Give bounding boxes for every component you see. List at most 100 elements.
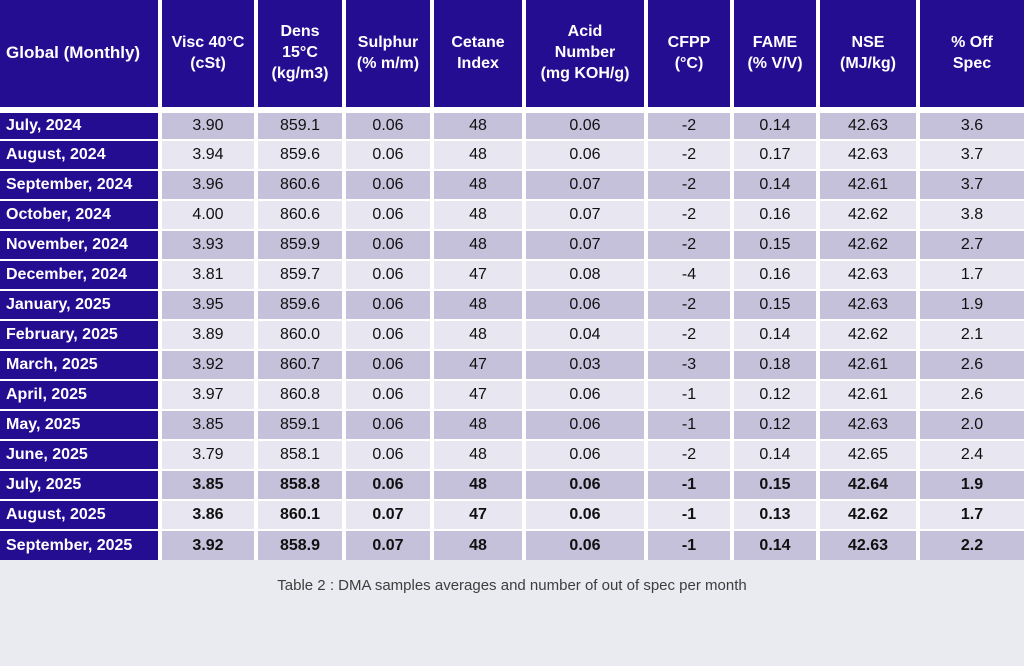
data-cell: -2 <box>644 139 734 171</box>
data-cell: 42.61 <box>816 349 920 381</box>
data-cell: 0.06 <box>522 379 648 411</box>
data-cell: 3.97 <box>158 379 258 411</box>
row-month-label: January, 2025 <box>0 289 162 321</box>
data-cell: 2.0 <box>916 409 1024 441</box>
data-cell: 0.06 <box>342 199 434 231</box>
data-cell: 48 <box>430 409 526 441</box>
data-cell: 0.14 <box>730 109 820 141</box>
data-cell: -1 <box>644 409 734 441</box>
data-cell: 2.4 <box>916 439 1024 471</box>
row-month-label: April, 2025 <box>0 379 162 411</box>
data-cell: 1.7 <box>916 499 1024 531</box>
data-cell: 2.6 <box>916 349 1024 381</box>
data-cell: 0.06 <box>522 139 648 171</box>
data-cell: 3.7 <box>916 139 1024 171</box>
data-cell: 859.1 <box>254 409 346 441</box>
column-header-fame: FAME (% V/V) <box>730 0 820 113</box>
data-cell: 858.8 <box>254 469 346 501</box>
data-cell: 860.7 <box>254 349 346 381</box>
data-cell: 42.63 <box>816 109 920 141</box>
data-cell: -1 <box>644 499 734 531</box>
data-cell: 3.85 <box>158 469 258 501</box>
data-cell: -2 <box>644 109 734 141</box>
data-cell: 0.16 <box>730 259 820 291</box>
table-row: July, 2025 3.85 858.8 0.06 48 0.06 -1 0.15 42.64… <box>0 469 1024 501</box>
table-row: March, 2025 3.92 860.7 0.06 47 0.03 -3 0.18 42.6… <box>0 349 1024 381</box>
data-cell: -2 <box>644 169 734 201</box>
data-cell: 48 <box>430 139 526 171</box>
row-month-label: July, 2024 <box>0 109 162 141</box>
data-cell: 3.96 <box>158 169 258 201</box>
data-cell: 0.14 <box>730 169 820 201</box>
data-cell: -3 <box>644 349 734 381</box>
data-cell: -2 <box>644 319 734 351</box>
data-cell: 0.08 <box>522 259 648 291</box>
column-header-pct-off-spec: % Off Spec <box>916 0 1024 113</box>
data-cell: 2.6 <box>916 379 1024 411</box>
data-cell: 0.15 <box>730 229 820 261</box>
table-row: August, 2025 3.86 860.1 0.07 47 0.06 -1 0.13 42.… <box>0 499 1024 531</box>
row-month-label: February, 2025 <box>0 319 162 351</box>
row-month-label: July, 2025 <box>0 469 162 501</box>
data-cell: -2 <box>644 229 734 261</box>
data-cell: -2 <box>644 289 734 321</box>
data-cell: 0.06 <box>342 439 434 471</box>
data-cell: 0.18 <box>730 349 820 381</box>
data-cell: 3.92 <box>158 529 258 560</box>
table-row: September, 2025 3.92 858.9 0.07 48 0.06 -1 0.14… <box>0 529 1024 560</box>
row-month-label: September, 2024 <box>0 169 162 201</box>
data-cell: 0.06 <box>522 529 648 560</box>
data-cell: 0.17 <box>730 139 820 171</box>
data-cell: -1 <box>644 469 734 501</box>
row-month-label: December, 2024 <box>0 259 162 291</box>
data-cell: 860.6 <box>254 169 346 201</box>
dma-monthly-table: Global (Monthly) Visc 40°C (cSt) Dens 15… <box>0 0 1024 560</box>
data-cell: 3.79 <box>158 439 258 471</box>
data-cell: 3.89 <box>158 319 258 351</box>
data-cell: 42.62 <box>816 499 920 531</box>
data-cell: 42.63 <box>816 529 920 560</box>
data-cell: 47 <box>430 499 526 531</box>
data-cell: 0.06 <box>522 109 648 141</box>
data-cell: 859.6 <box>254 139 346 171</box>
data-cell: 0.07 <box>342 529 434 560</box>
data-cell: 2.1 <box>916 319 1024 351</box>
data-cell: 47 <box>430 349 526 381</box>
data-cell: 0.06 <box>522 439 648 471</box>
data-cell: 859.1 <box>254 109 346 141</box>
data-cell: 0.06 <box>342 169 434 201</box>
data-cell: 0.15 <box>730 289 820 321</box>
data-cell: 48 <box>430 439 526 471</box>
data-cell: 0.07 <box>522 169 648 201</box>
data-cell: 0.03 <box>522 349 648 381</box>
data-cell: 0.06 <box>342 139 434 171</box>
data-cell: 3.85 <box>158 409 258 441</box>
data-cell: 0.06 <box>342 469 434 501</box>
table-caption: Table 2 : DMA samples averages and numbe… <box>277 577 747 594</box>
data-cell: 860.0 <box>254 319 346 351</box>
data-cell: 2.7 <box>916 229 1024 261</box>
data-cell: 2.2 <box>916 529 1024 560</box>
data-cell: 0.06 <box>522 409 648 441</box>
row-month-label: November, 2024 <box>0 229 162 261</box>
data-cell: 42.63 <box>816 289 920 321</box>
data-cell: 0.06 <box>342 379 434 411</box>
data-cell: 0.06 <box>342 349 434 381</box>
row-month-label: May, 2025 <box>0 409 162 441</box>
data-cell: -4 <box>644 259 734 291</box>
data-cell: 48 <box>430 469 526 501</box>
data-cell: 42.63 <box>816 139 920 171</box>
data-cell: 0.12 <box>730 409 820 441</box>
table-row: April, 2025 3.97 860.8 0.06 47 0.06 -1 0.12 42.6… <box>0 379 1024 411</box>
column-header-dens-15c: Dens 15°C (kg/m3) <box>254 0 346 113</box>
row-month-label: October, 2024 <box>0 199 162 231</box>
data-cell: 0.06 <box>342 289 434 321</box>
data-cell: 48 <box>430 109 526 141</box>
column-header-global-monthly: Global (Monthly) <box>0 0 162 113</box>
data-cell: 0.06 <box>522 469 648 501</box>
data-cell: 42.62 <box>816 229 920 261</box>
data-cell: 859.7 <box>254 259 346 291</box>
data-cell: 858.1 <box>254 439 346 471</box>
header-row: Global (Monthly) Visc 40°C (cSt) Dens 15… <box>0 0 1024 113</box>
data-cell: 3.94 <box>158 139 258 171</box>
